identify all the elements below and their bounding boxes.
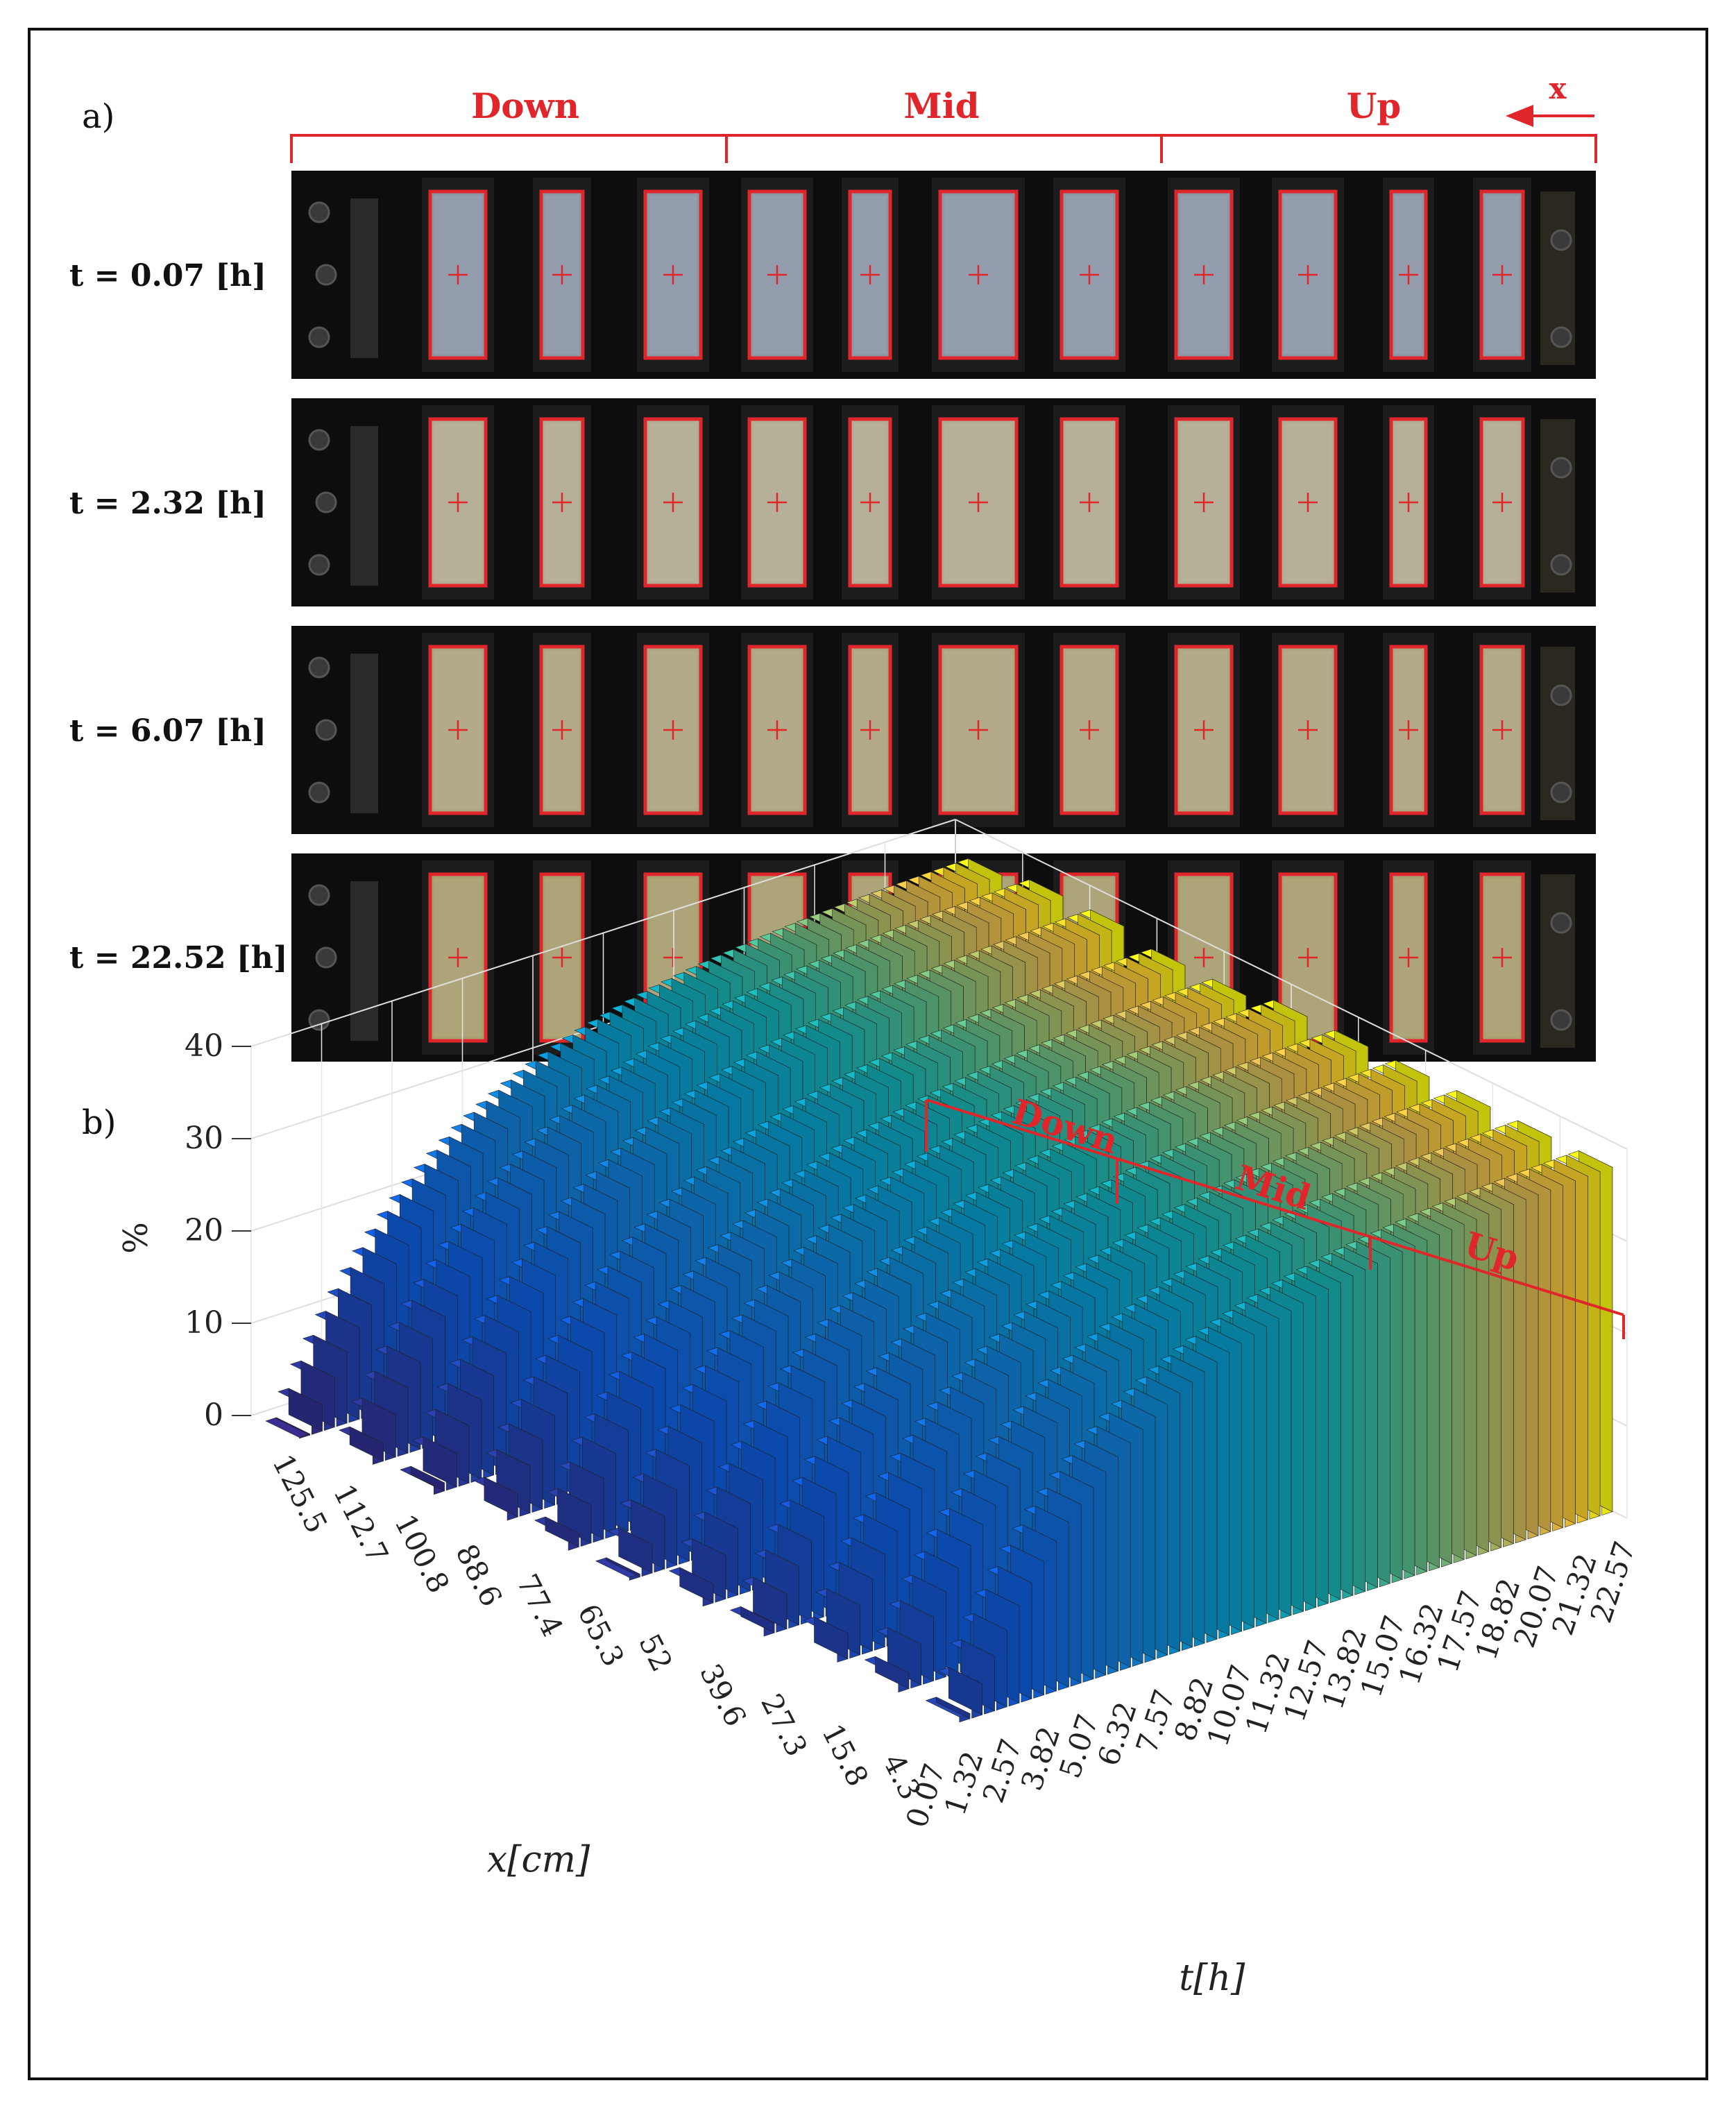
sample-window-box — [848, 645, 892, 815]
chart-bar — [607, 1527, 653, 1577]
chart-bar — [534, 1516, 580, 1551]
sample-window-box — [539, 872, 585, 1043]
x-tick-label: 88.6 — [449, 1538, 509, 1612]
sample-window-box — [1389, 645, 1428, 815]
x-tick-label: 52 — [632, 1629, 679, 1677]
x-tick-label: 112.7 — [327, 1479, 395, 1568]
sample-window-box — [428, 189, 488, 360]
sample-window-box — [1479, 645, 1525, 815]
sample-window-box — [938, 645, 1019, 815]
t-axis-label: t[h] — [1179, 1957, 1245, 1999]
time-label-3: t = 6.07 [h] — [69, 713, 266, 749]
x-tick-label: 15.8 — [815, 1719, 875, 1792]
sample-window-box — [1060, 645, 1119, 815]
sample-window-box — [1278, 417, 1338, 588]
time-label-1: t = 0.07 [h] — [69, 258, 266, 294]
sample-window-box — [938, 189, 1019, 360]
sample-window-box — [539, 645, 585, 815]
sample-window-box — [848, 189, 892, 360]
sample-window-box — [1060, 417, 1119, 588]
sample-window-box — [1479, 417, 1525, 588]
chart-bar — [339, 1426, 384, 1465]
sample-window-box — [747, 417, 807, 588]
x-tick-label: 27.3 — [754, 1688, 814, 1762]
sample-window-box — [428, 417, 488, 588]
panel-a-label: a) — [82, 97, 115, 136]
photo-strip-1 — [291, 171, 1596, 379]
chart-bar — [937, 1667, 983, 1719]
x-tick-label: 77.4 — [510, 1569, 570, 1642]
x-direction-label: x — [1549, 71, 1567, 105]
chart-bars — [265, 858, 1613, 1723]
chart-bar — [729, 1606, 775, 1637]
z-tick-label: 0 — [204, 1397, 223, 1433]
time-label-4: t = 22.52 [h] — [69, 940, 288, 976]
chart-bar — [668, 1567, 714, 1607]
chart-bar — [876, 1627, 922, 1689]
sample-window-box — [1174, 645, 1234, 815]
sample-window-box — [643, 645, 703, 815]
chart-bar — [742, 1576, 788, 1633]
z-tick-label: 30 — [185, 1121, 223, 1156]
panel-a-region-mid: Mid — [903, 85, 979, 126]
time-label-2: t = 2.32 [h] — [69, 486, 266, 521]
panel-b-bracket — [925, 1098, 1625, 1339]
chart-bar — [595, 1557, 641, 1581]
sample-window-box — [747, 645, 807, 815]
photo-strip-2 — [291, 398, 1596, 606]
chart-bar — [473, 1477, 519, 1521]
z-tick-label: 40 — [185, 1028, 223, 1064]
sample-window-box — [1174, 417, 1234, 588]
z-tick-label: 20 — [185, 1213, 223, 1248]
chart-bar — [278, 1388, 323, 1435]
sample-window-box — [1389, 872, 1428, 1043]
chart-bar — [265, 1417, 311, 1439]
chart-bar — [864, 1656, 910, 1693]
chart-bar — [411, 1436, 458, 1491]
z-axis-label: % — [117, 1222, 155, 1254]
x-tick-label: 39.6 — [693, 1658, 753, 1732]
sample-window-box — [1278, 189, 1338, 360]
panel-b-label: b) — [82, 1103, 117, 1142]
panel-a-region-up: Up — [1347, 85, 1402, 126]
sample-window-box — [1389, 189, 1428, 360]
x-tick-label: 125.5 — [266, 1449, 334, 1538]
sample-window-box — [428, 872, 488, 1043]
x-tick-label: 65.3 — [571, 1599, 631, 1672]
sample-window-box — [643, 189, 703, 360]
sample-window-box — [938, 417, 1019, 588]
sample-window-box — [539, 417, 585, 588]
sample-window-box — [747, 189, 807, 360]
sample-window-box — [1479, 872, 1525, 1043]
figure-frame — [28, 28, 1708, 2080]
x-tick-label: 100.8 — [388, 1508, 456, 1598]
sample-window-box — [643, 417, 703, 588]
x-direction-arrow — [1506, 105, 1594, 127]
sample-window-box — [1174, 189, 1234, 360]
sample-window-box — [1479, 189, 1525, 360]
chart-bar — [803, 1616, 849, 1663]
x-axis-label: x[cm] — [487, 1839, 590, 1881]
sample-window-box — [428, 645, 488, 815]
sample-window-box — [1278, 645, 1338, 815]
photo-strip-3 — [291, 626, 1596, 834]
sample-window-box — [848, 417, 892, 588]
sample-window-box — [539, 189, 585, 360]
panel-a-bracket — [290, 134, 1597, 163]
z-tick-label: 10 — [185, 1305, 223, 1341]
chart-bar — [400, 1465, 445, 1495]
sample-window-box — [1389, 417, 1428, 588]
sample-window-box — [1060, 189, 1119, 360]
chart-bar — [925, 1697, 971, 1723]
panel-a-region-down: Down — [471, 85, 579, 126]
